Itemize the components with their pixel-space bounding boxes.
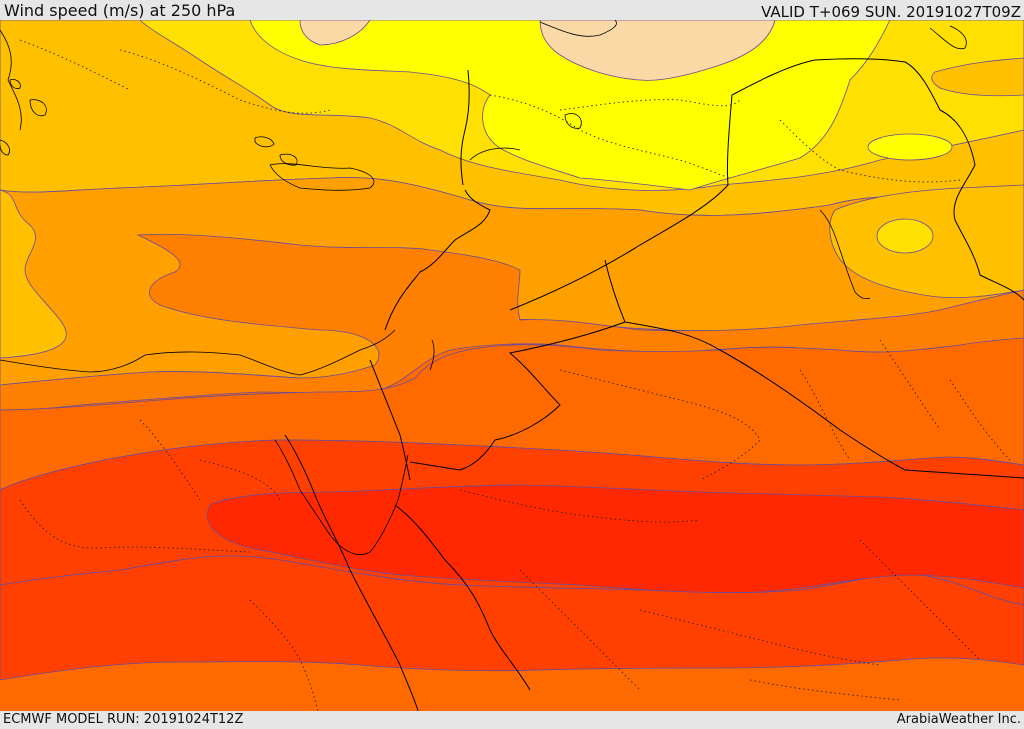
credit: ArabiaWeather Inc. [896,712,1021,727]
light-gold-pocket [876,218,934,254]
header-bar: Wind speed (m/s) at 250 hPa VALID T+069 … [0,0,1024,20]
country-borders [284,58,1024,711]
coastlines [0,20,967,555]
band-yellow [249,20,891,191]
band-gold-west [0,189,67,359]
footer-bar: ECMWF MODEL RUN: 20191024T12Z ArabiaWeat… [0,711,1024,729]
model-run: ECMWF MODEL RUN: 20191024T12Z [3,712,244,727]
band-red-core [207,484,1024,593]
band-orange [0,233,1024,411]
band-lightest-west [299,20,371,46]
map-title: Wind speed (m/s) at 250 hPa [4,1,236,20]
valid-time: VALID T+069 SUN. 20191027T09Z [761,3,1021,21]
yellow-pocket-east [867,133,953,161]
band-gold-east [931,57,1024,97]
province-borders [19,39,1011,711]
band-red-orange-south [0,555,1024,681]
wind-speed-map [0,20,1024,711]
